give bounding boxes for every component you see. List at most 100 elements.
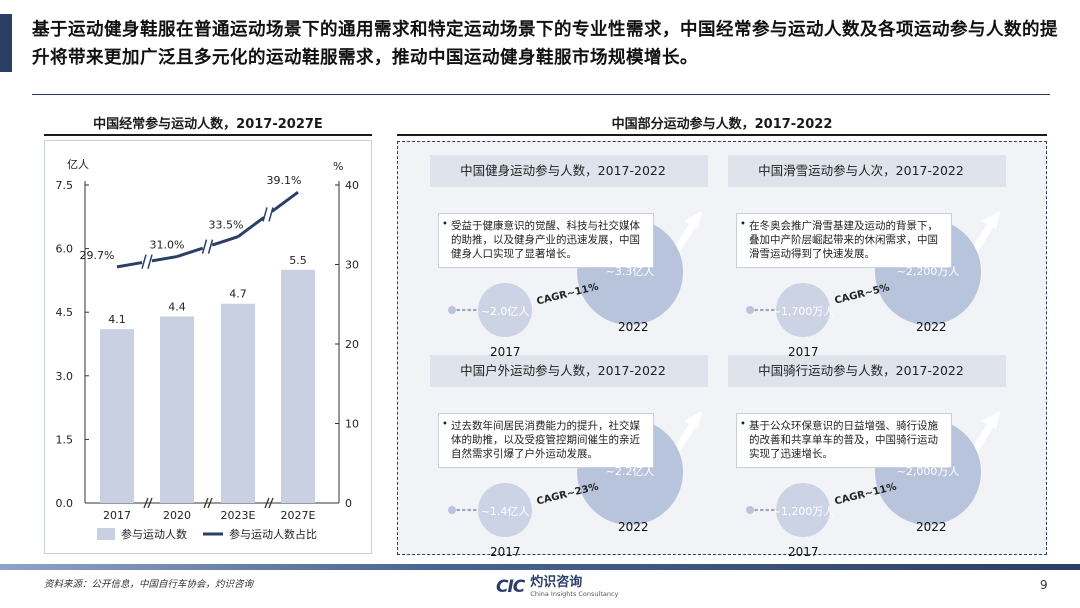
bar-label: 4.7 xyxy=(229,288,247,301)
y-left-tick-label: 0.0 xyxy=(56,497,74,510)
panel-title-text: 中国骑行运动参与人数，2017-2022 xyxy=(758,363,964,378)
headline-accent-bar xyxy=(0,14,12,72)
sports-panels-container: 中国健身运动参与人数，2017-2022 受益于健康意识的觉醒、科技与社交媒体的助… xyxy=(397,141,1047,559)
small-bubble xyxy=(478,283,532,337)
line-segment xyxy=(116,261,143,269)
panel-bullet-text: 基于公众环保意识的日益增强、骑行设施的改善和共享单车的普及，中国骑行运动实现了迅… xyxy=(736,413,952,468)
panel-title: 中国骑行运动参与人数，2017-2022 xyxy=(706,355,1016,387)
big-bubble-value: ~2,000万人 xyxy=(896,465,960,478)
panel-title-text: 中国滑雪运动参与人次，2017-2022 xyxy=(758,163,964,178)
axis-break-stroke xyxy=(143,497,149,509)
y-left-tick-label: 3.0 xyxy=(56,370,74,383)
logo-mark: CIC xyxy=(496,577,525,597)
line-segment xyxy=(271,190,299,213)
bar-2027E xyxy=(281,269,315,503)
small-bubble-value: ~1,200万人 xyxy=(771,505,835,518)
panel-bullet-text: 在冬奥会推广滑雪基建及运动的背景下，叠加中产阶层崛起带来的休闲需求，中国滑雪运动… xyxy=(736,213,952,268)
participants-chart-panel: 亿人% 0.0 1.5 3.0 4.5 6.0 7.5 0 10 20 30 40 4.1 2017 4.4… xyxy=(44,140,372,554)
legend-bar-label: 参与运动人数 xyxy=(121,527,187,541)
axis-break-stroke xyxy=(203,497,209,509)
year-end-label: 2022 xyxy=(618,520,649,534)
line-break-stroke xyxy=(262,207,268,222)
y-right-tick-label: 10 xyxy=(345,418,359,431)
connector-dot xyxy=(746,506,754,514)
growth-arrow-head xyxy=(684,211,702,229)
y-right-tick-label: 20 xyxy=(345,338,359,351)
axis-break-icon xyxy=(262,207,274,222)
bar-2020 xyxy=(160,316,194,503)
y-right-tick-label: 0 xyxy=(345,497,352,510)
line-break-stroke xyxy=(147,254,153,269)
line-segment xyxy=(237,216,265,238)
line-segment xyxy=(151,255,178,263)
line-break-stroke xyxy=(268,207,274,222)
y-left-tick-label: 1.5 xyxy=(56,433,74,446)
panel-title: 中国户外运动参与人数，2017-2022 xyxy=(408,355,718,387)
bar-label: 4.1 xyxy=(108,313,126,326)
axis-break-stroke xyxy=(264,497,270,509)
cic-logo: CIC 灼识咨询 China Insights Consultancy xyxy=(496,574,618,600)
line-segment xyxy=(211,235,239,247)
page-number: 9 xyxy=(1040,578,1048,592)
small-bubble xyxy=(478,483,532,537)
axis-break-icon xyxy=(264,497,274,509)
axis-break-stroke xyxy=(147,497,153,509)
line-break-stroke xyxy=(141,254,147,269)
year-start-label: 2017 xyxy=(788,345,819,359)
connector-dot xyxy=(746,306,754,314)
line-segment xyxy=(176,246,204,258)
page-headline: 基于运动健身鞋服在普通运动场景下的通用需求和特定运动场景下的专业性需求，中国经常… xyxy=(32,20,1058,68)
bar-2023E xyxy=(221,303,255,503)
year-start-label: 2017 xyxy=(788,545,819,559)
big-bubble-value: ~2,200万人 xyxy=(896,265,960,278)
panel-title-bg xyxy=(430,155,708,187)
growth-arrow-head xyxy=(684,411,702,429)
small-bubble xyxy=(776,283,830,337)
legend-bar-swatch xyxy=(97,528,115,540)
headline-divider xyxy=(32,94,1050,95)
y-right-unit: % xyxy=(333,160,343,173)
participants-chart: 亿人 % 0.0 1.5 3.0 4.5 6.0 7.5 0 10 20 30 40 4.1 2017 4.4… xyxy=(56,158,360,541)
small-bubble-value: ~1,700万人 xyxy=(771,305,835,318)
line-point-label: 29.7% xyxy=(80,249,115,262)
y-right-tick-label: 30 xyxy=(345,259,359,272)
logo-chinese-name: 灼识咨询 xyxy=(530,575,583,590)
panel-title-bg xyxy=(728,155,1006,187)
left-section-title: 中国经常参与运动人数，2017-2027E xyxy=(93,117,323,132)
footer-source: 资料来源：公开信息，中国自行车协会，灼识咨询 xyxy=(44,579,254,590)
panel-skiing: 中国滑雪运动参与人次，2017-2022 在冬奥会推广滑雪基建及运动的背景下，叠加… xyxy=(706,155,1016,359)
footer-bar xyxy=(0,564,1080,570)
bar-label: 5.5 xyxy=(289,254,307,267)
x-tick-label: 2020 xyxy=(163,509,191,522)
axis-break-icon xyxy=(201,239,214,254)
y-left-unit: 亿人 xyxy=(67,158,89,171)
axis-break-stroke xyxy=(207,497,213,509)
x-tick-label: 2017 xyxy=(103,509,131,522)
y-left-tick-label: 6.0 xyxy=(56,243,74,256)
x-tick-label: 2027E xyxy=(281,509,316,522)
line-point-label: 39.1% xyxy=(267,174,302,187)
year-start-label: 2017 xyxy=(490,345,521,359)
connector-dot xyxy=(448,506,456,514)
y-left-tick-label: 7.5 xyxy=(56,179,74,192)
panel-title-bg xyxy=(430,355,708,387)
axis-break-icon xyxy=(141,254,153,269)
y-left-tick-label: 4.5 xyxy=(56,306,74,319)
right-section-rule xyxy=(397,134,1047,136)
year-end-label: 2022 xyxy=(618,320,649,334)
axis-break-icon xyxy=(143,497,153,509)
panel-outdoor: 中国户外运动参与人数，2017-2022 过去数年间居民消费能力的提升，社交媒体的… xyxy=(408,355,718,559)
big-bubble-value: ~3.3亿人 xyxy=(605,265,655,278)
panel-title: 中国健身运动参与人数，2017-2022 xyxy=(408,155,718,187)
line-point-label: 31.0% xyxy=(150,239,185,252)
year-end-label: 2022 xyxy=(916,520,947,534)
line-break-stroke xyxy=(201,239,208,254)
small-bubble-value: ~2.0亿人 xyxy=(480,305,530,318)
panel-bullet-text: 受益于健康意识的觉醒、科技与社交媒体的助推，以及健身产业的迅速发展，中国健身人口… xyxy=(438,213,654,268)
logo-english-name: China Insights Consultancy xyxy=(530,590,619,598)
bar-2017 xyxy=(100,329,134,503)
panel-bullet-text: 过去数年间居民消费能力的提升，社交媒体的助推，以及受疫管控期间催生的亲近自然需求… xyxy=(438,413,654,468)
panel-title: 中国滑雪运动参与人次，2017-2022 xyxy=(706,155,1016,187)
line-break-stroke xyxy=(207,239,214,254)
small-bubble-value: ~1.4亿人 xyxy=(480,505,530,518)
